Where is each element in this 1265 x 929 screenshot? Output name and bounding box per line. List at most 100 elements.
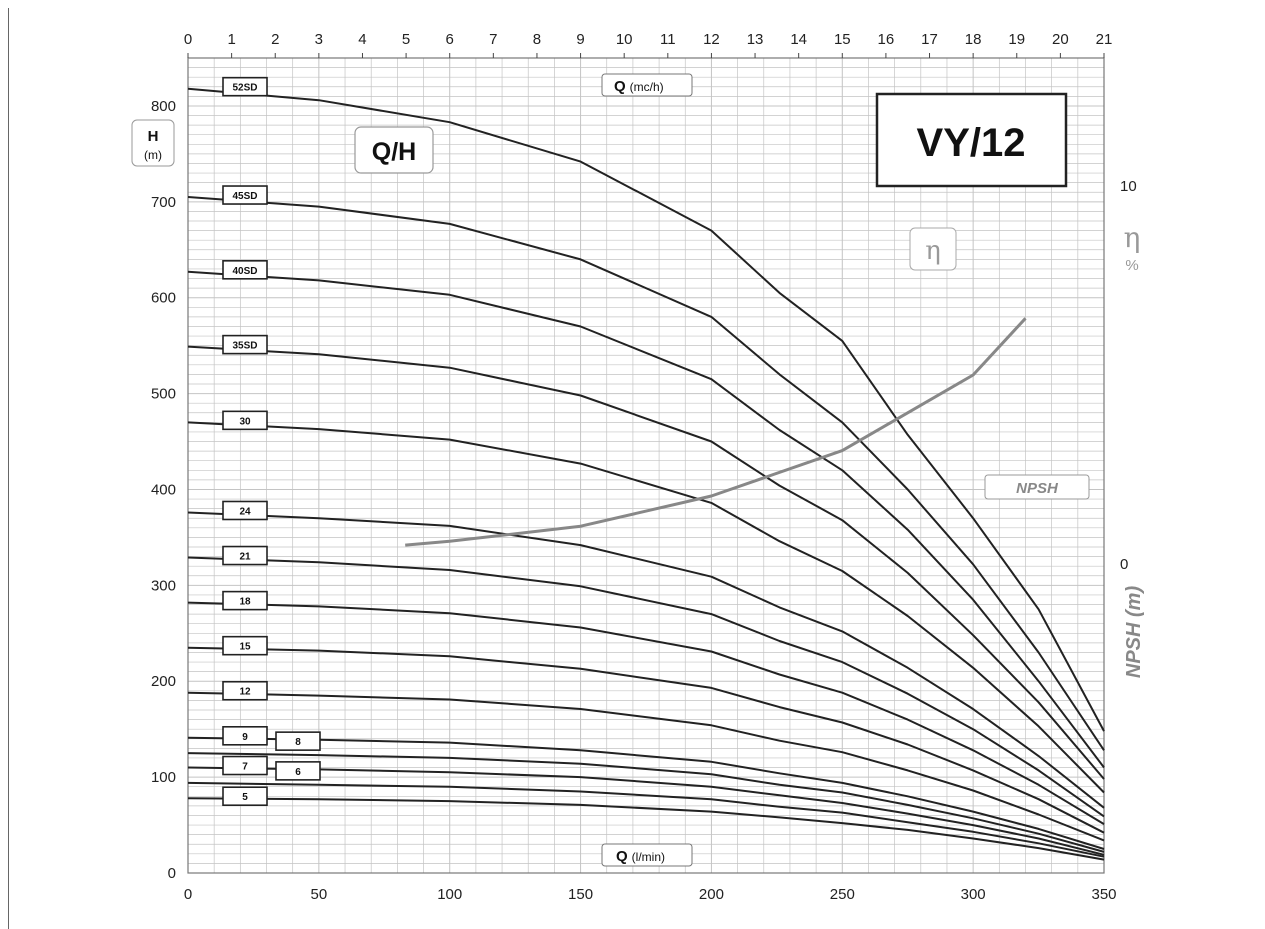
chart-title: VY/12 — [917, 121, 1026, 165]
head-curve-40sd — [187, 270, 1105, 769]
bottom-tick-label: 200 — [699, 886, 724, 903]
left-tick-label: 600 — [151, 290, 176, 307]
bottom-tick-label: 300 — [961, 886, 986, 903]
head-curve-18 — [187, 601, 1105, 825]
plot-frame — [187, 57, 1105, 874]
head-curve-5 — [187, 797, 1105, 861]
head-curve-21 — [187, 556, 1105, 818]
bottom-axis-label: Q (l/min) — [616, 848, 665, 865]
head-curve-45sd — [187, 196, 1105, 751]
top-axis-label-box — [601, 73, 693, 97]
bottom-axis-label-box — [601, 843, 693, 867]
curve-label-12: 12 — [239, 687, 251, 698]
curve-label-box — [222, 76, 268, 97]
top-axis-label: Q (mc/h) — [614, 78, 664, 95]
bottom-tick-label: 50 — [311, 886, 328, 903]
top-tick-label: 0 — [184, 31, 192, 48]
eta-box — [909, 227, 957, 271]
curve-label-box — [222, 590, 268, 611]
head-curve-35sd — [187, 345, 1105, 780]
eta-box-label: η — [925, 236, 941, 266]
top-tick-label: 9 — [576, 31, 584, 48]
curve-label-24: 24 — [239, 506, 251, 517]
curve-label-box — [222, 334, 268, 355]
top-tick-label: 8 — [533, 31, 541, 48]
curve-label-52sd: 52SD — [232, 83, 257, 94]
curve-label-box — [275, 761, 321, 781]
efficiency-axis-symbol: η — [1124, 221, 1141, 254]
top-tick-label: 10 — [616, 31, 633, 48]
curve-label-box — [222, 185, 268, 205]
curve-label-box — [222, 680, 268, 701]
left-tick-label: 300 — [151, 577, 176, 594]
top-tick-label: 16 — [878, 31, 895, 48]
curve-labels: 52SD 45SD 40SD 35SD 30 24 21 18 15 12 9 8 7 6 5 — [222, 76, 321, 807]
head-curve-12 — [187, 691, 1105, 842]
npsh-box — [984, 474, 1090, 500]
top-tick-label: 6 — [446, 31, 454, 48]
top-tick-label: 2 — [271, 31, 279, 48]
top-tick-label: 7 — [489, 31, 497, 48]
top-tick-label: 3 — [315, 31, 323, 48]
curve-label-7: 7 — [242, 762, 248, 773]
top-tick-label: 21 — [1096, 31, 1113, 48]
top-tick-label: 17 — [921, 31, 938, 48]
top-tick-label: 11 — [660, 31, 676, 48]
head-curve-30 — [187, 421, 1105, 794]
head-curve-7 — [187, 766, 1105, 856]
bottom-tick-label: 0 — [184, 886, 192, 903]
qh-box — [354, 126, 434, 174]
curve-label-40sd: 40SD — [232, 266, 257, 277]
bottom-tick-label: 250 — [830, 886, 855, 903]
top-tick-label: 13 — [747, 31, 764, 48]
curve-label-box — [222, 500, 268, 521]
left-axis-label-box — [131, 119, 175, 167]
head-curve-6 — [187, 781, 1105, 858]
curve-label-9: 9 — [242, 732, 248, 743]
bottom-tick-label: 350 — [1091, 886, 1116, 903]
left-tick-label: 700 — [151, 194, 176, 211]
head-curve-52sd — [187, 87, 1105, 732]
curve-label-box — [222, 635, 268, 656]
top-tick-label: 1 — [227, 31, 235, 48]
top-tick-label: 20 — [1052, 31, 1069, 48]
left-tick-label: 400 — [151, 481, 176, 498]
curve-label-box — [222, 755, 268, 776]
curve-label-45sd: 45SD — [232, 191, 257, 202]
bottom-tick-label: 150 — [568, 886, 593, 903]
left-tick-label: 0 — [168, 865, 176, 882]
left-axis-unit: (m) — [144, 148, 162, 162]
qh-label: Q/H — [372, 138, 416, 166]
curve-label-18: 18 — [239, 597, 251, 608]
left-tick-label: 200 — [151, 673, 176, 690]
efficiency-axis-unit: % — [1125, 257, 1138, 274]
curve-label-21: 21 — [239, 552, 251, 563]
npsh-curve — [405, 317, 1027, 547]
npsh-axis-label: NPSH (m) — [1123, 586, 1145, 679]
annotations: VY/12 Q/H Q (mc/h) Q (l/min) H (m) η η% NPSH NPSH (… — [131, 73, 1145, 867]
top-tick-label: 5 — [402, 31, 410, 48]
left-tick-label: 800 — [151, 98, 176, 115]
head-curve-24 — [187, 511, 1105, 809]
title-box — [875, 92, 1068, 188]
head-curves — [187, 87, 1105, 861]
curve-label-30: 30 — [239, 416, 251, 427]
curve-label-box — [222, 786, 268, 807]
top-tick-label: 14 — [790, 31, 807, 48]
curve-label-box — [222, 260, 268, 280]
top-tick-label: 18 — [965, 31, 982, 48]
head-curve-9 — [187, 736, 1105, 850]
top-tick-label: 19 — [1008, 31, 1025, 48]
left-axis-label: H — [148, 128, 159, 145]
left-tick-label: 500 — [151, 386, 176, 403]
top-tick-label: 15 — [834, 31, 851, 48]
curve-label-6: 6 — [295, 767, 301, 778]
efficiency-tick-label: 0 — [1120, 556, 1128, 573]
top-tick-label: 12 — [703, 31, 720, 48]
left-tick-label: 100 — [151, 769, 176, 786]
curve-label-15: 15 — [239, 642, 251, 653]
curve-label-box — [222, 726, 268, 746]
